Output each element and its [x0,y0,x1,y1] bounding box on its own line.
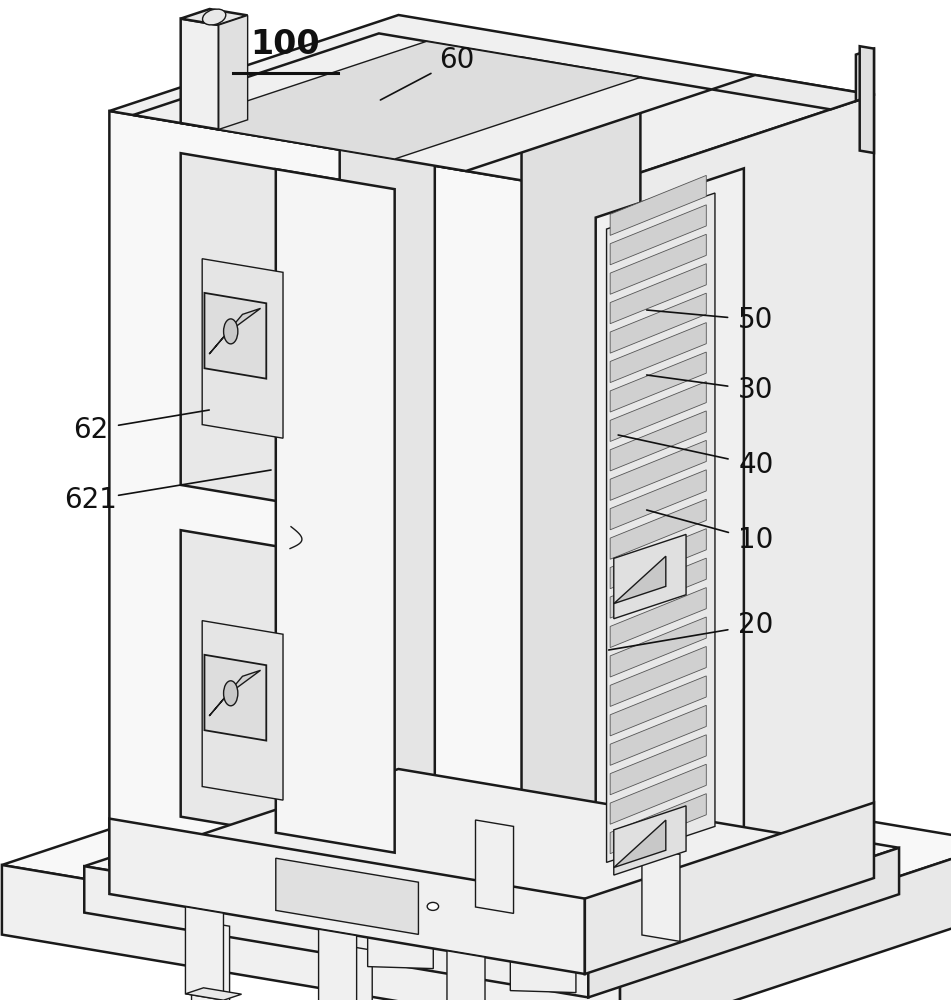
Polygon shape [860,46,874,153]
Polygon shape [480,824,518,917]
Polygon shape [611,411,707,471]
Polygon shape [181,530,395,853]
Polygon shape [511,921,576,993]
Polygon shape [611,293,707,353]
Polygon shape [476,820,514,913]
Polygon shape [181,153,395,521]
Polygon shape [204,655,266,741]
Polygon shape [109,111,585,945]
Text: 20: 20 [738,611,774,639]
Polygon shape [620,843,951,1000]
Polygon shape [611,499,707,559]
Polygon shape [181,9,247,25]
Text: 40: 40 [738,451,774,479]
Polygon shape [203,621,283,800]
Polygon shape [521,57,640,831]
Polygon shape [611,735,707,795]
Polygon shape [185,988,242,1000]
Polygon shape [613,534,686,619]
Polygon shape [2,865,620,1000]
Polygon shape [109,819,585,974]
Polygon shape [340,70,435,840]
Polygon shape [447,951,485,1000]
Polygon shape [181,41,640,159]
Polygon shape [611,646,707,706]
Polygon shape [611,588,707,648]
Polygon shape [613,820,666,868]
Polygon shape [611,676,707,736]
Polygon shape [368,897,434,969]
Text: 30: 30 [738,376,774,404]
Polygon shape [611,764,707,824]
Ellipse shape [223,319,238,344]
Polygon shape [133,33,711,171]
Text: 60: 60 [438,46,475,74]
Polygon shape [85,866,589,997]
Polygon shape [319,929,357,1000]
Ellipse shape [223,681,238,706]
Polygon shape [611,794,707,854]
Polygon shape [611,323,707,383]
Polygon shape [589,848,899,997]
Polygon shape [611,352,707,412]
Polygon shape [613,806,686,875]
Polygon shape [2,739,951,969]
Polygon shape [611,705,707,765]
Polygon shape [711,75,874,109]
Polygon shape [611,558,707,618]
Polygon shape [209,670,261,716]
Polygon shape [611,440,707,500]
Polygon shape [203,259,283,438]
Polygon shape [109,15,874,191]
Polygon shape [191,920,229,1000]
Text: 62: 62 [72,416,108,444]
Ellipse shape [427,902,438,910]
Polygon shape [607,193,715,862]
Polygon shape [204,293,266,379]
Polygon shape [334,944,372,1000]
Polygon shape [181,19,219,129]
Polygon shape [219,15,247,129]
Polygon shape [611,205,707,265]
Polygon shape [611,529,707,589]
Polygon shape [109,769,874,945]
Polygon shape [613,556,666,604]
Text: 100: 100 [250,28,320,62]
Polygon shape [611,264,707,324]
Polygon shape [623,848,661,941]
Polygon shape [856,49,874,101]
Polygon shape [276,169,395,853]
Polygon shape [185,907,223,1000]
Polygon shape [585,803,874,974]
Polygon shape [276,858,418,934]
Polygon shape [611,617,707,677]
Text: 10: 10 [738,526,774,554]
Polygon shape [595,168,744,881]
Text: 621: 621 [64,486,117,514]
Text: 50: 50 [738,306,774,334]
Polygon shape [611,381,707,441]
Polygon shape [85,763,899,951]
Ellipse shape [203,9,225,25]
Polygon shape [611,470,707,530]
Polygon shape [585,95,874,945]
Polygon shape [611,234,707,294]
Polygon shape [209,308,261,354]
Polygon shape [611,175,707,235]
Polygon shape [642,848,680,941]
